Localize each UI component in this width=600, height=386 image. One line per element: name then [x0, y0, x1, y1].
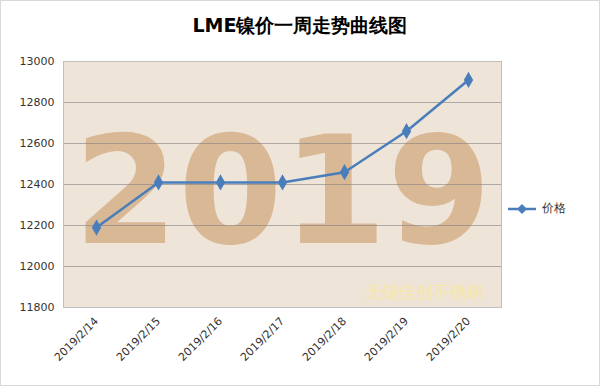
svg-text:2019: 2019	[74, 104, 491, 278]
html-text:价格: 价格	[542, 201, 566, 215]
html-text:LME镍价一周走势曲线图: LME镍价一周走势曲线图	[192, 14, 408, 36]
svg-text:2019/2/18: 2019/2/18	[300, 315, 349, 364]
svg-text:12600: 12600	[20, 137, 55, 150]
svg-text:2019/2/20: 2019/2/20	[424, 315, 473, 364]
svg-text:12400: 12400	[20, 178, 55, 191]
svg-text:11800: 11800	[20, 301, 55, 314]
svg-text:13000: 13000	[20, 55, 55, 68]
svg-text:2019/2/19: 2019/2/19	[362, 315, 411, 364]
svg-text:12800: 12800	[20, 96, 55, 109]
svg-text:无锡佳创不锈钢: 无锡佳创不锈钢	[365, 282, 484, 302]
svg-text:2019/2/17: 2019/2/17	[238, 315, 287, 364]
svg-text:2019/2/16: 2019/2/16	[176, 315, 225, 364]
svg-text:12000: 12000	[20, 260, 55, 273]
svg-text:12200: 12200	[20, 219, 55, 232]
svg-text:2019/2/15: 2019/2/15	[114, 315, 163, 364]
svg-text:2019/2/14: 2019/2/14	[52, 315, 101, 364]
